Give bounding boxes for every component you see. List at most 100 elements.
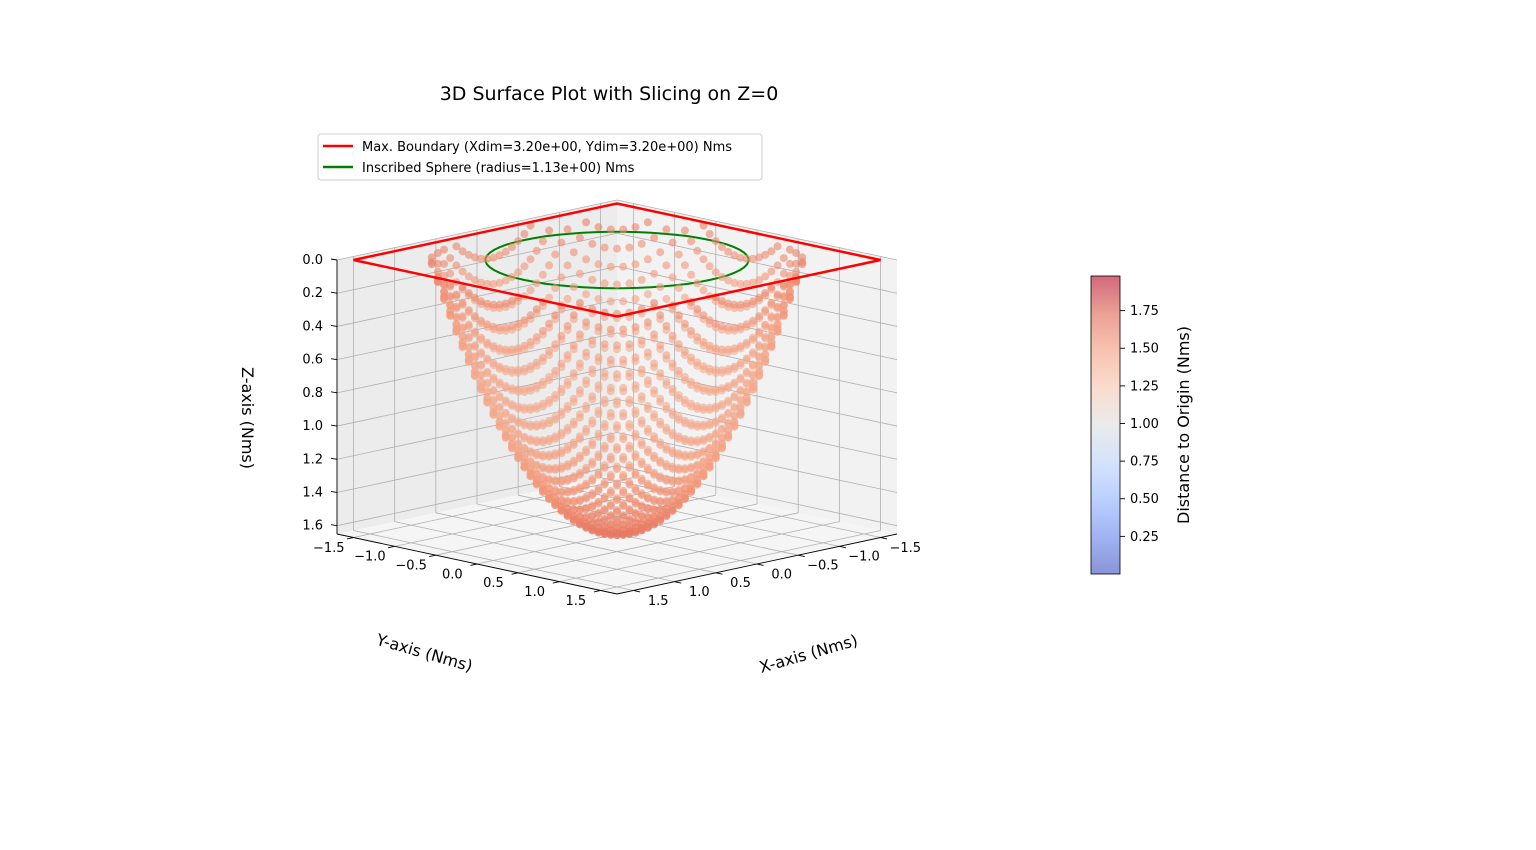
- surface-point: [693, 420, 702, 429]
- surface-point: [693, 246, 702, 255]
- surface-point: [501, 396, 510, 405]
- surface-point: [699, 457, 708, 466]
- surface-point: [631, 295, 640, 303]
- surface-point: [514, 237, 523, 246]
- surface-point: [464, 332, 473, 341]
- surface-point: [650, 386, 659, 395]
- y-tick-label: 0.5: [730, 576, 751, 591]
- surface-point: [526, 447, 535, 456]
- colorbar-bar: [1090, 275, 1121, 575]
- surface-point: [680, 464, 689, 473]
- grid-z-left: [336, 232, 618, 294]
- surface-point: [773, 261, 782, 270]
- surface-point: [674, 413, 683, 421]
- surface-point: [526, 420, 535, 429]
- surface-point: [705, 419, 714, 428]
- z-tick-label: 1.6: [302, 519, 323, 534]
- surface-point: [662, 377, 671, 386]
- surface-point: [761, 272, 770, 281]
- surface-point: [452, 312, 461, 321]
- surface-point: [613, 280, 621, 289]
- y-tick-mark: [756, 563, 764, 566]
- surface-point: [600, 505, 609, 514]
- surface-point: [545, 319, 554, 328]
- surface-point: [532, 358, 541, 367]
- surface-point: [680, 483, 689, 492]
- surface-point: [545, 450, 554, 459]
- surface-point: [483, 354, 492, 363]
- surface-point: [798, 260, 807, 269]
- surface-point: [613, 443, 621, 452]
- surface-point: [767, 332, 776, 340]
- surface-point: [705, 452, 714, 461]
- surface-point: [687, 237, 696, 246]
- surface-point: [477, 297, 486, 306]
- surface-point: [440, 280, 449, 289]
- grid-z-right: [616, 232, 898, 294]
- surface-point: [501, 426, 510, 434]
- surface-point: [569, 505, 578, 514]
- surface-point: [446, 306, 455, 315]
- surface-point: [680, 319, 689, 328]
- surface-point: [495, 278, 504, 287]
- x-tick-mark: [470, 563, 478, 566]
- colorbar-tick-label: 0.75: [1130, 455, 1159, 470]
- surface-point: [532, 469, 541, 478]
- surface-point: [643, 255, 652, 264]
- surface-point: [600, 522, 609, 531]
- surface-point: [557, 501, 566, 510]
- surface-point: [452, 261, 461, 270]
- surface-point: [495, 344, 504, 353]
- surface-point: [724, 426, 733, 434]
- surface-point: [600, 492, 609, 501]
- surface-point: [668, 385, 677, 393]
- surface-point: [779, 300, 788, 309]
- surface-point: [520, 403, 529, 412]
- surface-point: [520, 262, 529, 271]
- surface-point: [514, 439, 523, 448]
- surface-point: [650, 512, 659, 521]
- surface-point: [680, 396, 689, 404]
- surface-point: [656, 438, 665, 447]
- surface-point: [495, 378, 504, 387]
- z-tick-mark: [330, 358, 338, 361]
- surface-point: [588, 416, 597, 425]
- surface-point: [724, 408, 733, 417]
- surface-point: [588, 511, 597, 520]
- surface-point: [779, 306, 788, 315]
- surface-point: [724, 345, 733, 354]
- surface-point: [699, 255, 708, 264]
- surface-point: [594, 406, 603, 415]
- surface-point: [650, 330, 659, 339]
- surface-point: [483, 279, 492, 288]
- max-boundary-polyline: [353, 202, 881, 318]
- surface-point: [600, 478, 609, 487]
- surface-point: [508, 273, 516, 281]
- surface-point: [526, 384, 535, 393]
- surface-point: [755, 276, 764, 285]
- surface-point: [551, 476, 560, 485]
- surface-point: [569, 456, 578, 465]
- surface-point: [594, 508, 603, 517]
- surface-point: [483, 378, 492, 387]
- surface-point: [520, 452, 529, 461]
- surface-point: [477, 333, 486, 342]
- surface-point: [724, 365, 733, 373]
- colorbar-label: Distance to Origin (Nms): [1174, 326, 1193, 524]
- surface-point: [551, 284, 560, 293]
- surface-point: [619, 500, 628, 509]
- surface-point: [545, 434, 554, 443]
- surface-point: [514, 319, 523, 328]
- surface-point: [748, 360, 757, 369]
- surface-point: [588, 438, 597, 447]
- z-ticks: 0.0 0.2 0.4 0.6 0.8 1.0 1.2 1.4 1.6: [302, 253, 338, 534]
- grid-y-floor: [435, 512, 716, 574]
- surface-point: [625, 478, 634, 487]
- surface-point: [489, 253, 498, 262]
- surface-point: [538, 377, 547, 386]
- surface-point: [532, 333, 541, 342]
- surface-point: [545, 261, 554, 270]
- surface-point: [477, 316, 486, 325]
- surface-point: [730, 278, 739, 287]
- surface-point: [464, 350, 473, 359]
